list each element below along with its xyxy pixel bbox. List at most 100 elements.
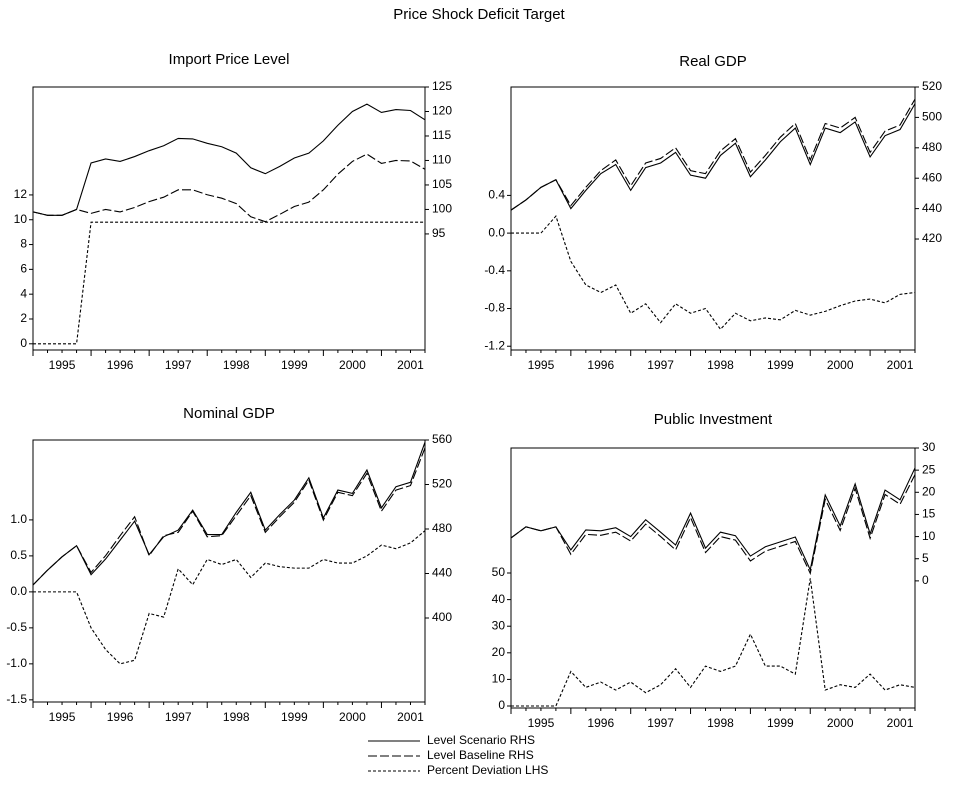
x-tick-label: 1996 (587, 716, 614, 730)
y2-tick-label: 100 (432, 202, 452, 216)
y-tick-label: 1.0 (10, 512, 27, 526)
y-tick-label: 0.4 (488, 188, 505, 202)
x-tick-label: 1996 (107, 710, 134, 724)
x-tick-label: 1995 (528, 716, 555, 730)
y2-tick-label: 5 (922, 551, 929, 565)
legend-label: Percent Deviation LHS (427, 763, 548, 777)
x-tick-label: 2000 (827, 358, 854, 372)
series-line (510, 467, 916, 572)
y2-tick-label: 560 (432, 432, 452, 446)
y-tick-label: -1.5 (6, 692, 27, 706)
y-tick-label: 50 (492, 565, 506, 579)
y-tick-label: 20 (492, 645, 506, 659)
y2-tick-label: 120 (432, 104, 452, 118)
x-tick-label: 2000 (339, 358, 366, 372)
x-tick-label: 2000 (339, 710, 366, 724)
plot-frame (510, 86, 916, 351)
y2-tick-label: 520 (432, 477, 452, 491)
series-line (511, 578, 916, 707)
y-tick-label: 10 (492, 672, 506, 686)
y2-tick-label: 110 (432, 153, 451, 167)
y-tick-label: 10 (14, 212, 28, 226)
x-tick-label: 1997 (165, 358, 192, 372)
y-tick-label: -0.5 (6, 620, 27, 634)
y-tick-label: 0.0 (488, 225, 505, 239)
y2-tick-label: 440 (922, 201, 942, 215)
series-line (32, 442, 426, 586)
y-tick-label: 40 (492, 592, 506, 606)
y2-tick-label: 25 (922, 462, 936, 476)
panel-title: Real GDP (679, 53, 747, 70)
x-tick-label: 1998 (223, 358, 250, 372)
series-line (32, 103, 426, 216)
x-tick-label: 1999 (767, 716, 794, 730)
y2-tick-label: 10 (922, 529, 936, 543)
x-tick-label: 1997 (647, 358, 674, 372)
y2-tick-label: 420 (922, 231, 942, 245)
series-line (32, 447, 426, 586)
y-tick-label: -0.8 (484, 301, 505, 315)
y-tick-label: 2 (20, 311, 27, 325)
y2-tick-label: 480 (922, 140, 942, 154)
y2-tick-label: 480 (432, 521, 452, 535)
y2-tick-label: 0 (922, 573, 929, 587)
plot-frame (32, 439, 426, 703)
y2-tick-label: 400 (432, 610, 452, 624)
x-tick-label: 1998 (707, 358, 734, 372)
y-tick-label: 12 (14, 187, 28, 201)
x-tick-label: 1998 (223, 710, 250, 724)
series-line (32, 153, 426, 223)
y-tick-label: -1.2 (484, 338, 505, 352)
y-tick-label: 4 (20, 286, 27, 300)
y2-tick-label: 125 (432, 79, 452, 93)
x-tick-label: 2000 (827, 716, 854, 730)
y-tick-label: 8 (20, 237, 27, 251)
x-tick-label: 1999 (281, 358, 308, 372)
x-tick-label: 1999 (767, 358, 794, 372)
y2-tick-label: 440 (432, 566, 452, 580)
page-title: Price Shock Deficit Target (393, 6, 565, 23)
y2-tick-label: 500 (922, 110, 942, 124)
x-tick-label: 2001 (887, 716, 914, 730)
y2-tick-label: 105 (432, 177, 452, 191)
y-tick-label: 6 (20, 262, 27, 276)
y-tick-label: 0 (498, 698, 505, 712)
x-tick-label: 1995 (49, 710, 76, 724)
y2-tick-label: 30 (922, 440, 936, 454)
y-tick-label: 0.0 (10, 584, 27, 598)
panel-title: Import Price Level (169, 51, 290, 68)
x-tick-label: 1999 (281, 710, 308, 724)
panel-title: Nominal GDP (183, 405, 275, 422)
x-tick-label: 1998 (707, 716, 734, 730)
series-line (510, 474, 916, 576)
panel-title: Public Investment (654, 411, 773, 428)
x-tick-label: 1996 (107, 358, 134, 372)
legend-label: Level Baseline RHS (427, 748, 534, 762)
y2-tick-label: 15 (922, 507, 936, 521)
x-tick-label: 2001 (397, 358, 424, 372)
x-tick-label: 1996 (587, 358, 614, 372)
y2-tick-label: 460 (922, 170, 942, 184)
y-tick-label: -0.4 (484, 263, 505, 277)
y2-tick-label: 115 (432, 128, 451, 142)
plot-frame (510, 447, 916, 709)
x-tick-label: 2001 (887, 358, 914, 372)
x-tick-label: 1995 (49, 358, 76, 372)
y-tick-label: -1.0 (6, 656, 27, 670)
series-line (510, 98, 916, 211)
y2-tick-label: 95 (432, 226, 446, 240)
y-tick-label: 0.5 (10, 548, 27, 562)
series-line (511, 215, 916, 331)
x-tick-label: 2001 (397, 710, 424, 724)
x-tick-label: 1997 (165, 710, 192, 724)
legend-label: Level Scenario RHS (427, 733, 535, 747)
y-tick-label: 0 (20, 336, 27, 350)
y-tick-label: 30 (492, 618, 506, 632)
x-tick-label: 1997 (647, 716, 674, 730)
series-line (33, 530, 426, 665)
series-line (33, 221, 425, 345)
plot-frame (32, 86, 426, 351)
y2-tick-label: 520 (922, 79, 942, 93)
x-tick-label: 1995 (528, 358, 555, 372)
